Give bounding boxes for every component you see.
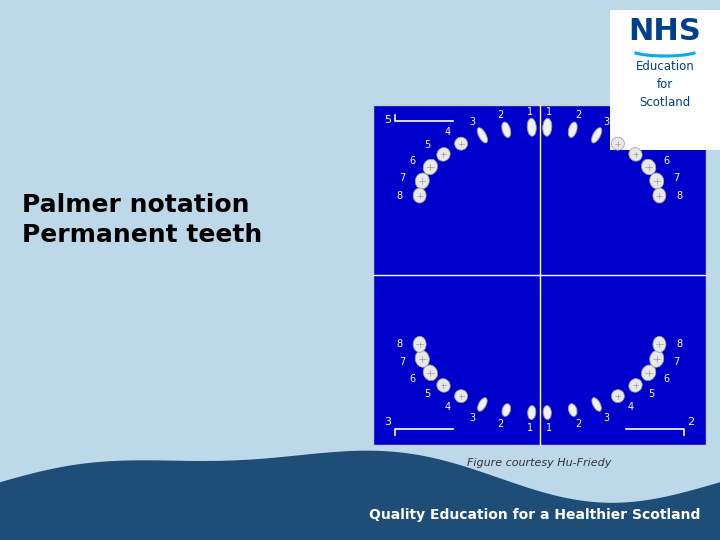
Text: 3: 3 — [603, 117, 609, 127]
Text: 7: 7 — [673, 357, 680, 367]
Ellipse shape — [611, 137, 624, 150]
Text: 4: 4 — [445, 127, 451, 137]
Text: Figure courtesy Hu-Friedy: Figure courtesy Hu-Friedy — [467, 458, 612, 468]
Ellipse shape — [592, 397, 601, 411]
Text: 2: 2 — [688, 417, 695, 427]
Text: 1: 1 — [546, 422, 552, 433]
Text: 1: 1 — [527, 107, 534, 117]
Text: 3: 3 — [603, 413, 609, 423]
Ellipse shape — [543, 118, 552, 136]
Text: 4: 4 — [628, 127, 634, 137]
Ellipse shape — [528, 406, 536, 420]
Text: Palmer notation: Palmer notation — [22, 193, 250, 217]
Ellipse shape — [413, 188, 426, 203]
Text: 8: 8 — [688, 115, 695, 125]
Ellipse shape — [649, 173, 664, 189]
Ellipse shape — [527, 118, 536, 136]
Text: 7: 7 — [400, 173, 406, 183]
Text: 6: 6 — [664, 156, 670, 166]
Ellipse shape — [653, 188, 666, 203]
Ellipse shape — [454, 390, 467, 403]
Ellipse shape — [454, 137, 467, 150]
Text: 8: 8 — [397, 339, 402, 349]
Text: 5: 5 — [384, 115, 392, 125]
Ellipse shape — [413, 336, 426, 352]
Text: 3: 3 — [384, 417, 392, 427]
Ellipse shape — [543, 406, 552, 420]
Ellipse shape — [477, 127, 487, 143]
Text: 6: 6 — [409, 374, 415, 384]
Text: 5: 5 — [649, 140, 654, 151]
Ellipse shape — [477, 397, 487, 411]
Text: Quality Education for a Healthier Scotland: Quality Education for a Healthier Scotla… — [369, 508, 700, 522]
Text: 2: 2 — [498, 110, 504, 120]
Ellipse shape — [653, 336, 666, 352]
Ellipse shape — [437, 147, 450, 161]
Text: 3: 3 — [469, 117, 476, 127]
Text: 4: 4 — [445, 402, 451, 413]
Ellipse shape — [502, 122, 510, 138]
Text: 2: 2 — [498, 420, 504, 429]
Text: 5: 5 — [424, 140, 431, 151]
Ellipse shape — [423, 365, 438, 381]
Ellipse shape — [568, 122, 577, 138]
Ellipse shape — [611, 390, 624, 403]
Ellipse shape — [502, 404, 510, 416]
Text: 1: 1 — [527, 422, 534, 433]
Bar — [373, 105, 706, 445]
Ellipse shape — [423, 159, 438, 175]
Text: 1: 1 — [546, 107, 552, 117]
Ellipse shape — [568, 404, 577, 416]
Ellipse shape — [437, 379, 450, 392]
Text: 5: 5 — [649, 389, 654, 400]
Text: NHS: NHS — [629, 17, 701, 46]
Ellipse shape — [415, 173, 429, 189]
Text: 3: 3 — [469, 413, 476, 423]
Text: 8: 8 — [676, 191, 683, 200]
Ellipse shape — [649, 350, 664, 367]
Text: Education
for
Scotland: Education for Scotland — [636, 60, 694, 110]
Text: 7: 7 — [673, 173, 680, 183]
Ellipse shape — [415, 350, 429, 367]
Text: 5: 5 — [424, 389, 431, 400]
Text: 2: 2 — [575, 110, 581, 120]
Bar — [610, 10, 720, 150]
Ellipse shape — [629, 147, 642, 161]
Ellipse shape — [642, 365, 656, 381]
Text: 4: 4 — [628, 402, 634, 413]
Ellipse shape — [642, 159, 656, 175]
Text: Permanent teeth: Permanent teeth — [22, 223, 262, 247]
Text: 6: 6 — [409, 156, 415, 166]
Ellipse shape — [629, 379, 642, 392]
Text: 6: 6 — [664, 374, 670, 384]
Text: 2: 2 — [575, 420, 581, 429]
Text: 8: 8 — [676, 339, 683, 349]
Ellipse shape — [592, 127, 602, 143]
Text: 8: 8 — [397, 191, 402, 200]
Text: 7: 7 — [400, 357, 406, 367]
